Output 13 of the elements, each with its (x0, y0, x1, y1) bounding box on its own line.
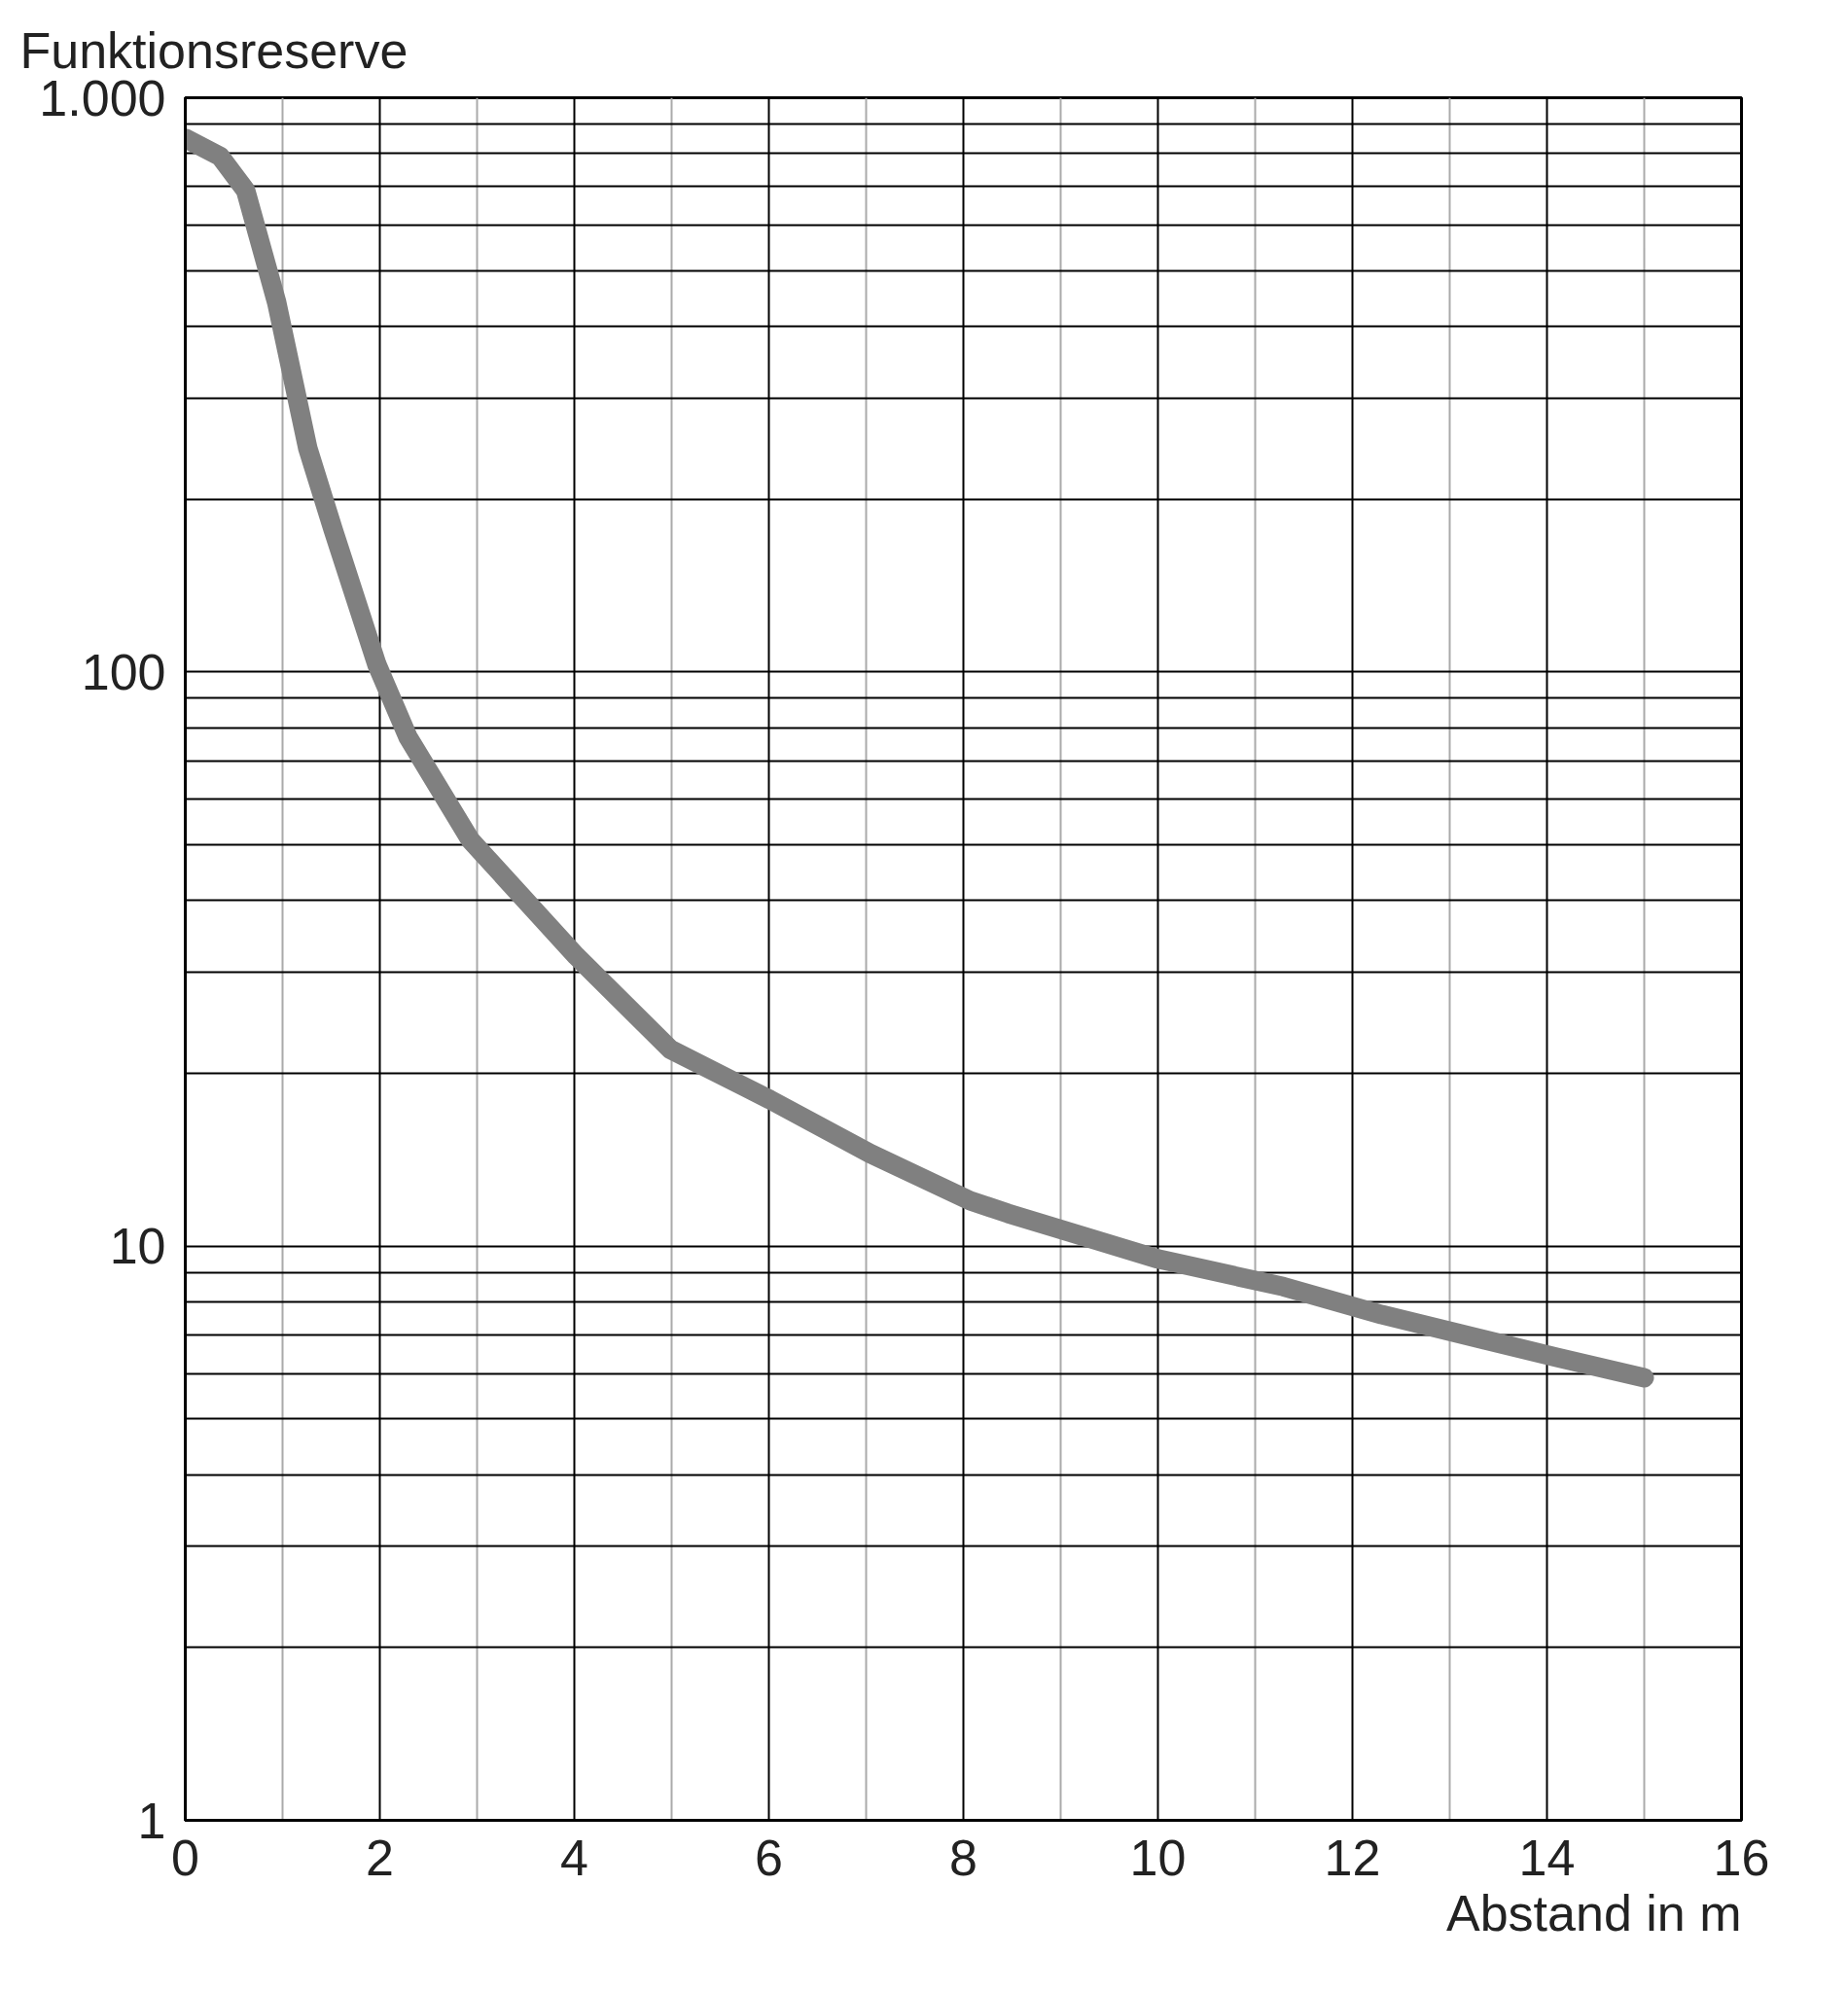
x-tick-label: 4 (560, 1829, 588, 1886)
y-tick-label: 100 (81, 643, 166, 700)
x-tick-label: 0 (171, 1829, 199, 1886)
x-tick-label: 8 (949, 1829, 977, 1886)
x-tick-label: 10 (1129, 1829, 1187, 1886)
x-tick-label: 12 (1324, 1829, 1381, 1886)
x-tick-label: 14 (1518, 1829, 1576, 1886)
x-tick-label: 6 (755, 1829, 783, 1886)
x-tick-label: 16 (1713, 1829, 1770, 1886)
x-tick-label: 2 (366, 1829, 394, 1886)
y-tick-label: 10 (109, 1218, 166, 1275)
x-axis-title: Abstand in m (1446, 1884, 1742, 1941)
y-tick-label: 1 (137, 1792, 166, 1849)
